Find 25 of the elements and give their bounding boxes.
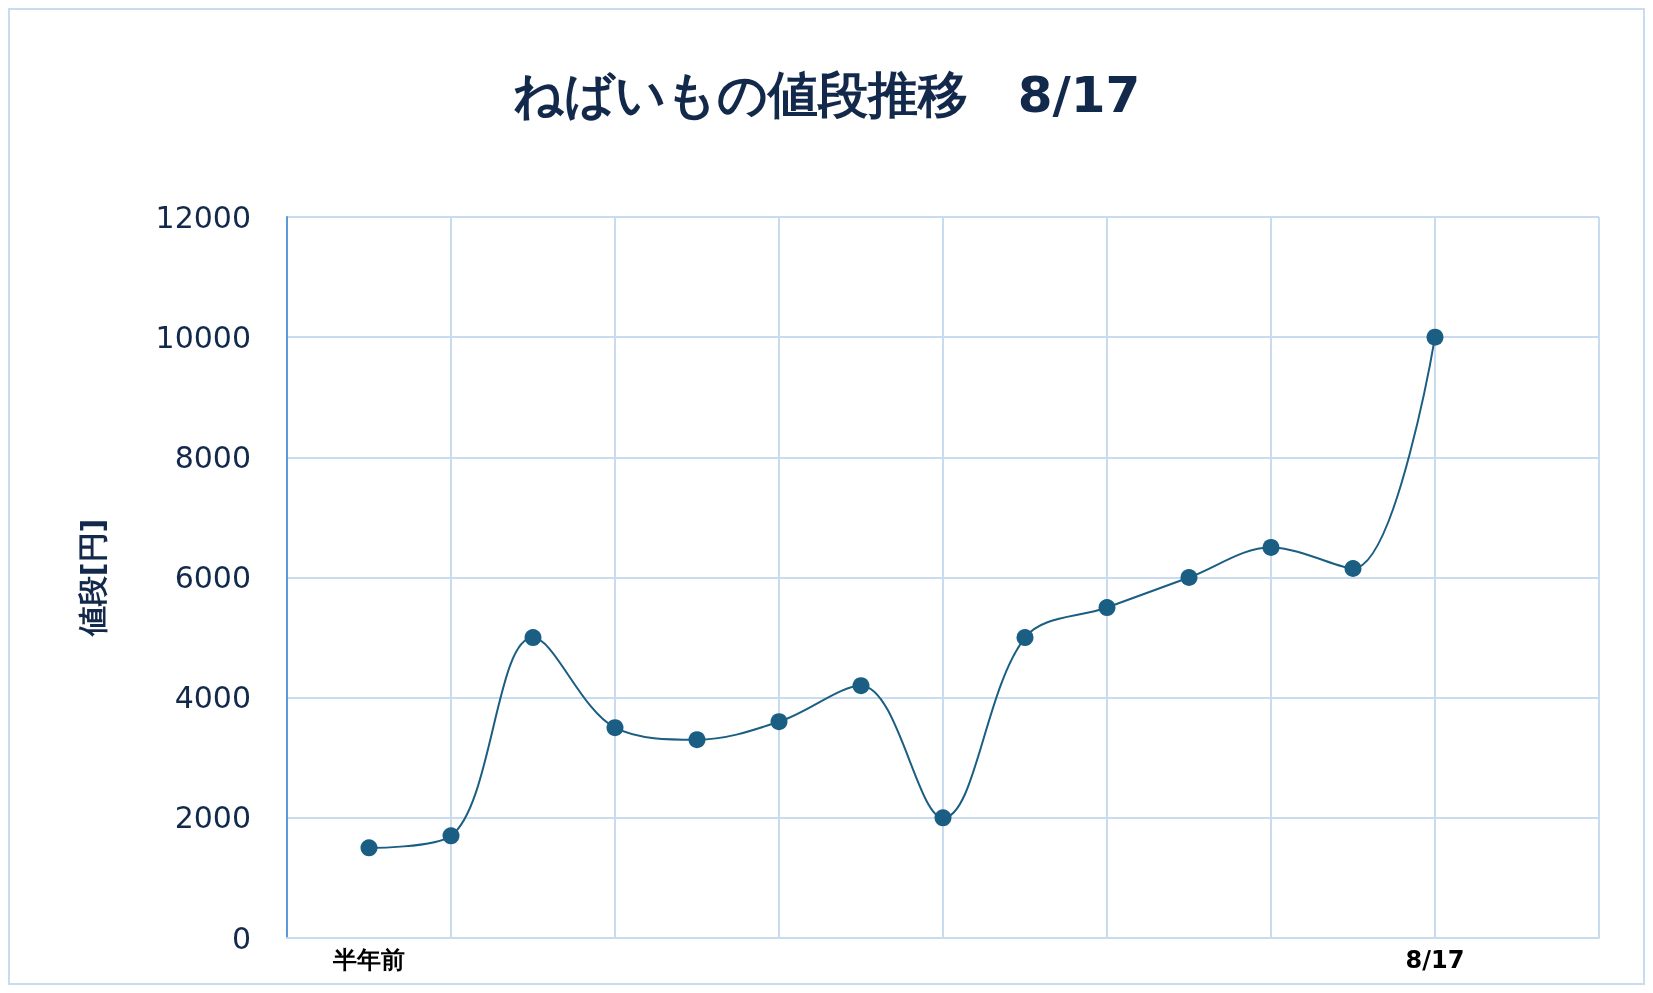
y-tick-label: 10000	[155, 319, 251, 355]
point	[688, 731, 706, 749]
y-tick-label: 8000	[174, 439, 251, 475]
point	[524, 629, 542, 647]
chart-title: ねばいもの値段推移 8/17	[512, 66, 1141, 124]
point	[360, 839, 378, 857]
point	[1016, 629, 1034, 647]
y-tick-label: 0	[231, 920, 251, 956]
point	[1098, 599, 1116, 617]
point	[1262, 538, 1280, 556]
point	[1426, 328, 1444, 346]
x-tick-label: 半年前	[332, 946, 405, 974]
point	[606, 719, 624, 737]
point	[852, 677, 870, 695]
y-tick-label: 4000	[174, 680, 251, 716]
y-tick-label: 2000	[174, 800, 251, 836]
y-tick-label: 6000	[174, 560, 251, 595]
y-tick-label: 12000	[155, 199, 251, 235]
point	[1180, 569, 1198, 586]
point	[1344, 559, 1362, 577]
y-axis-title: 値段[円]	[74, 518, 110, 638]
point	[442, 827, 460, 845]
x-tick-label: 8/17	[1405, 946, 1465, 974]
point	[770, 713, 788, 731]
point	[934, 809, 952, 827]
